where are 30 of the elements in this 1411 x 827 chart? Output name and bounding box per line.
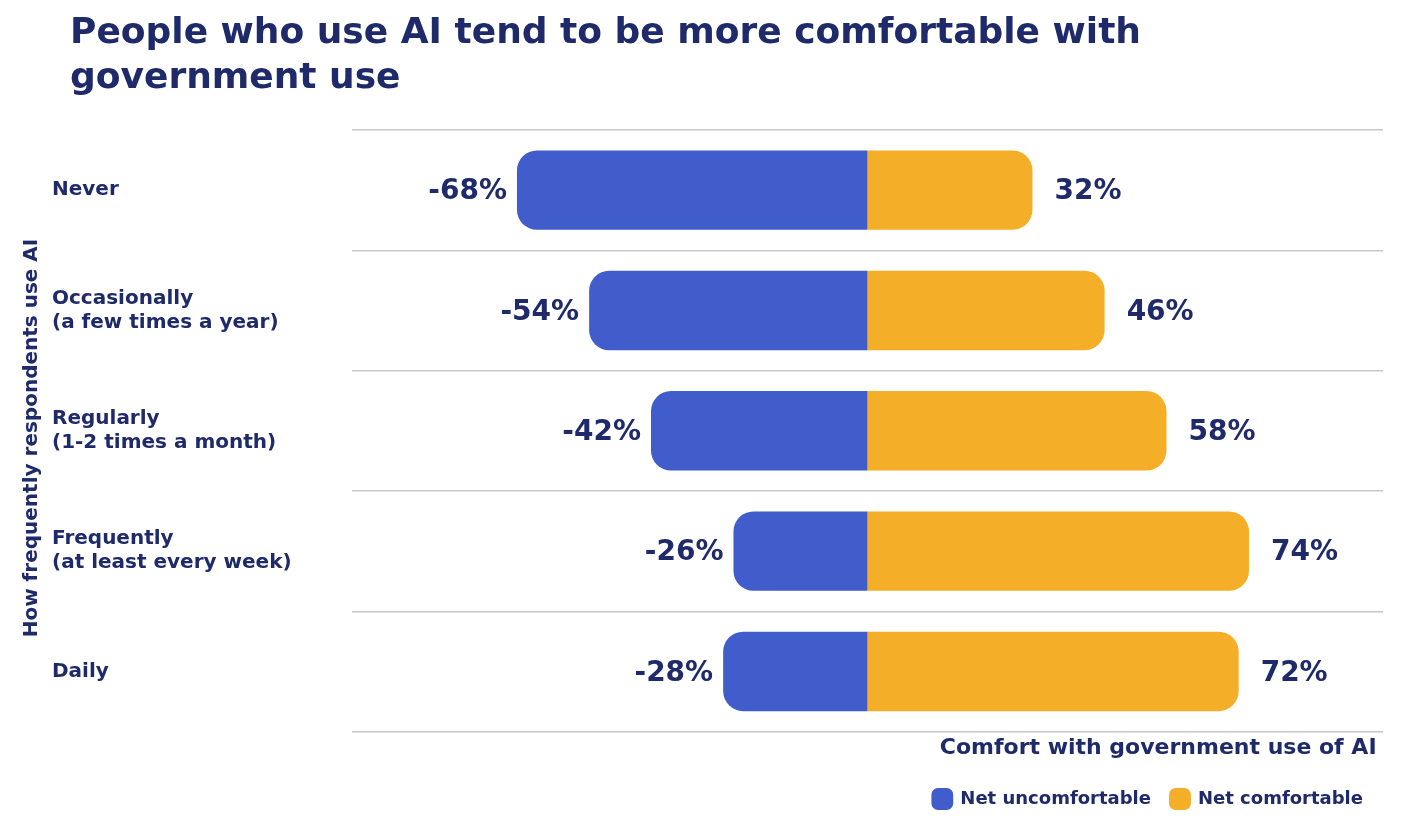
bar: [867, 511, 1249, 591]
bar: [589, 270, 868, 351]
data-label: 72%: [1260, 654, 1328, 688]
data-label: -28%: [634, 654, 714, 688]
y-tick-label: Never: [52, 176, 119, 201]
legend-label: Net uncomfortable: [960, 786, 1151, 808]
data-label: 74%: [1270, 534, 1338, 568]
data-label: 58%: [1188, 414, 1256, 448]
chart-title: People who use AI tend to be more comfortable with government use: [70, 9, 1142, 98]
y-tick-label: Occasionally (a few times a year): [52, 284, 279, 333]
y-tick-label: Regularly (1-2 times a month): [52, 405, 277, 453]
y-tick-label: Frequently (at least every week): [52, 525, 292, 574]
bar: [867, 391, 1167, 471]
y-axis-title: How frequently respondents use AI: [18, 238, 42, 638]
data-label: -54%: [500, 293, 580, 327]
bar: [867, 631, 1239, 712]
legend-label: Net comfortable: [1197, 786, 1364, 808]
y-tick-label: Daily: [52, 657, 109, 682]
bar: [650, 391, 868, 471]
data-label: 32%: [1054, 173, 1122, 207]
bar: [516, 150, 868, 230]
bar: [867, 150, 1033, 230]
bar: [723, 631, 868, 712]
data-label: -68%: [428, 173, 507, 207]
bar: [867, 270, 1105, 351]
data-label: -42%: [562, 414, 641, 448]
bar: [733, 511, 868, 591]
data-label: -26%: [644, 534, 724, 568]
legend-title: Comfort with government use of AI: [939, 734, 1377, 760]
data-label: 46%: [1126, 293, 1194, 327]
